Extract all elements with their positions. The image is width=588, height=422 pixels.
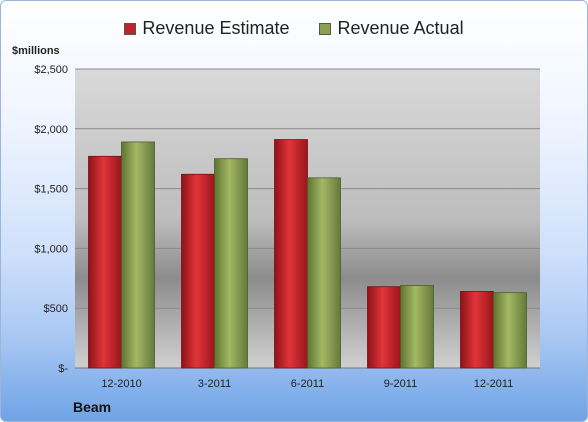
bar-revenue-actual <box>400 285 434 369</box>
legend-label-actual: Revenue Actual <box>337 18 464 38</box>
x-tick-label: 3-2011 <box>198 378 231 390</box>
bar-revenue-actual <box>307 177 341 369</box>
bar-revenue-actual <box>214 158 248 369</box>
x-tick-label: 12-2010 <box>101 378 141 390</box>
legend-label-estimate: Revenue Estimate <box>142 18 290 38</box>
y-tick-labels: $- $500 $1,000 $1,500 $2,000 $2,500 <box>34 64 68 375</box>
x-tick-labels: 12-2010 3-2011 6-2011 9-2011 12-2011 <box>101 378 513 390</box>
bar-revenue-estimate <box>367 286 401 369</box>
bar-revenue-actual <box>121 141 155 369</box>
y-tick-label: $1,000 <box>34 243 68 255</box>
y-tick-label: $- <box>58 363 68 375</box>
y-tick-label: $1,500 <box>34 184 68 196</box>
bar-revenue-estimate <box>274 139 308 369</box>
y-tick-label: $500 <box>44 303 68 315</box>
y-tick-label: $2,000 <box>34 124 68 136</box>
y-axis-unit-label: $millions <box>12 45 60 57</box>
bar-revenue-estimate <box>460 291 494 369</box>
bars <box>88 139 527 369</box>
y-tick-label: $2,500 <box>34 64 68 76</box>
legend-item-actual: Revenue Actual <box>319 18 464 39</box>
bar-revenue-estimate <box>181 173 215 369</box>
company-name: Beam <box>73 399 112 415</box>
x-tick-label: 6-2011 <box>291 378 324 390</box>
legend-swatch-estimate <box>124 22 137 35</box>
legend: Revenue Estimate Revenue Actual <box>1 18 587 39</box>
bar-revenue-actual <box>493 292 527 369</box>
legend-swatch-actual <box>319 22 332 35</box>
legend-item-estimate: Revenue Estimate <box>124 18 289 39</box>
bar-revenue-estimate <box>88 155 122 369</box>
x-tick-label: 12-2011 <box>474 378 514 390</box>
x-tick-label: 9-2011 <box>384 378 417 390</box>
